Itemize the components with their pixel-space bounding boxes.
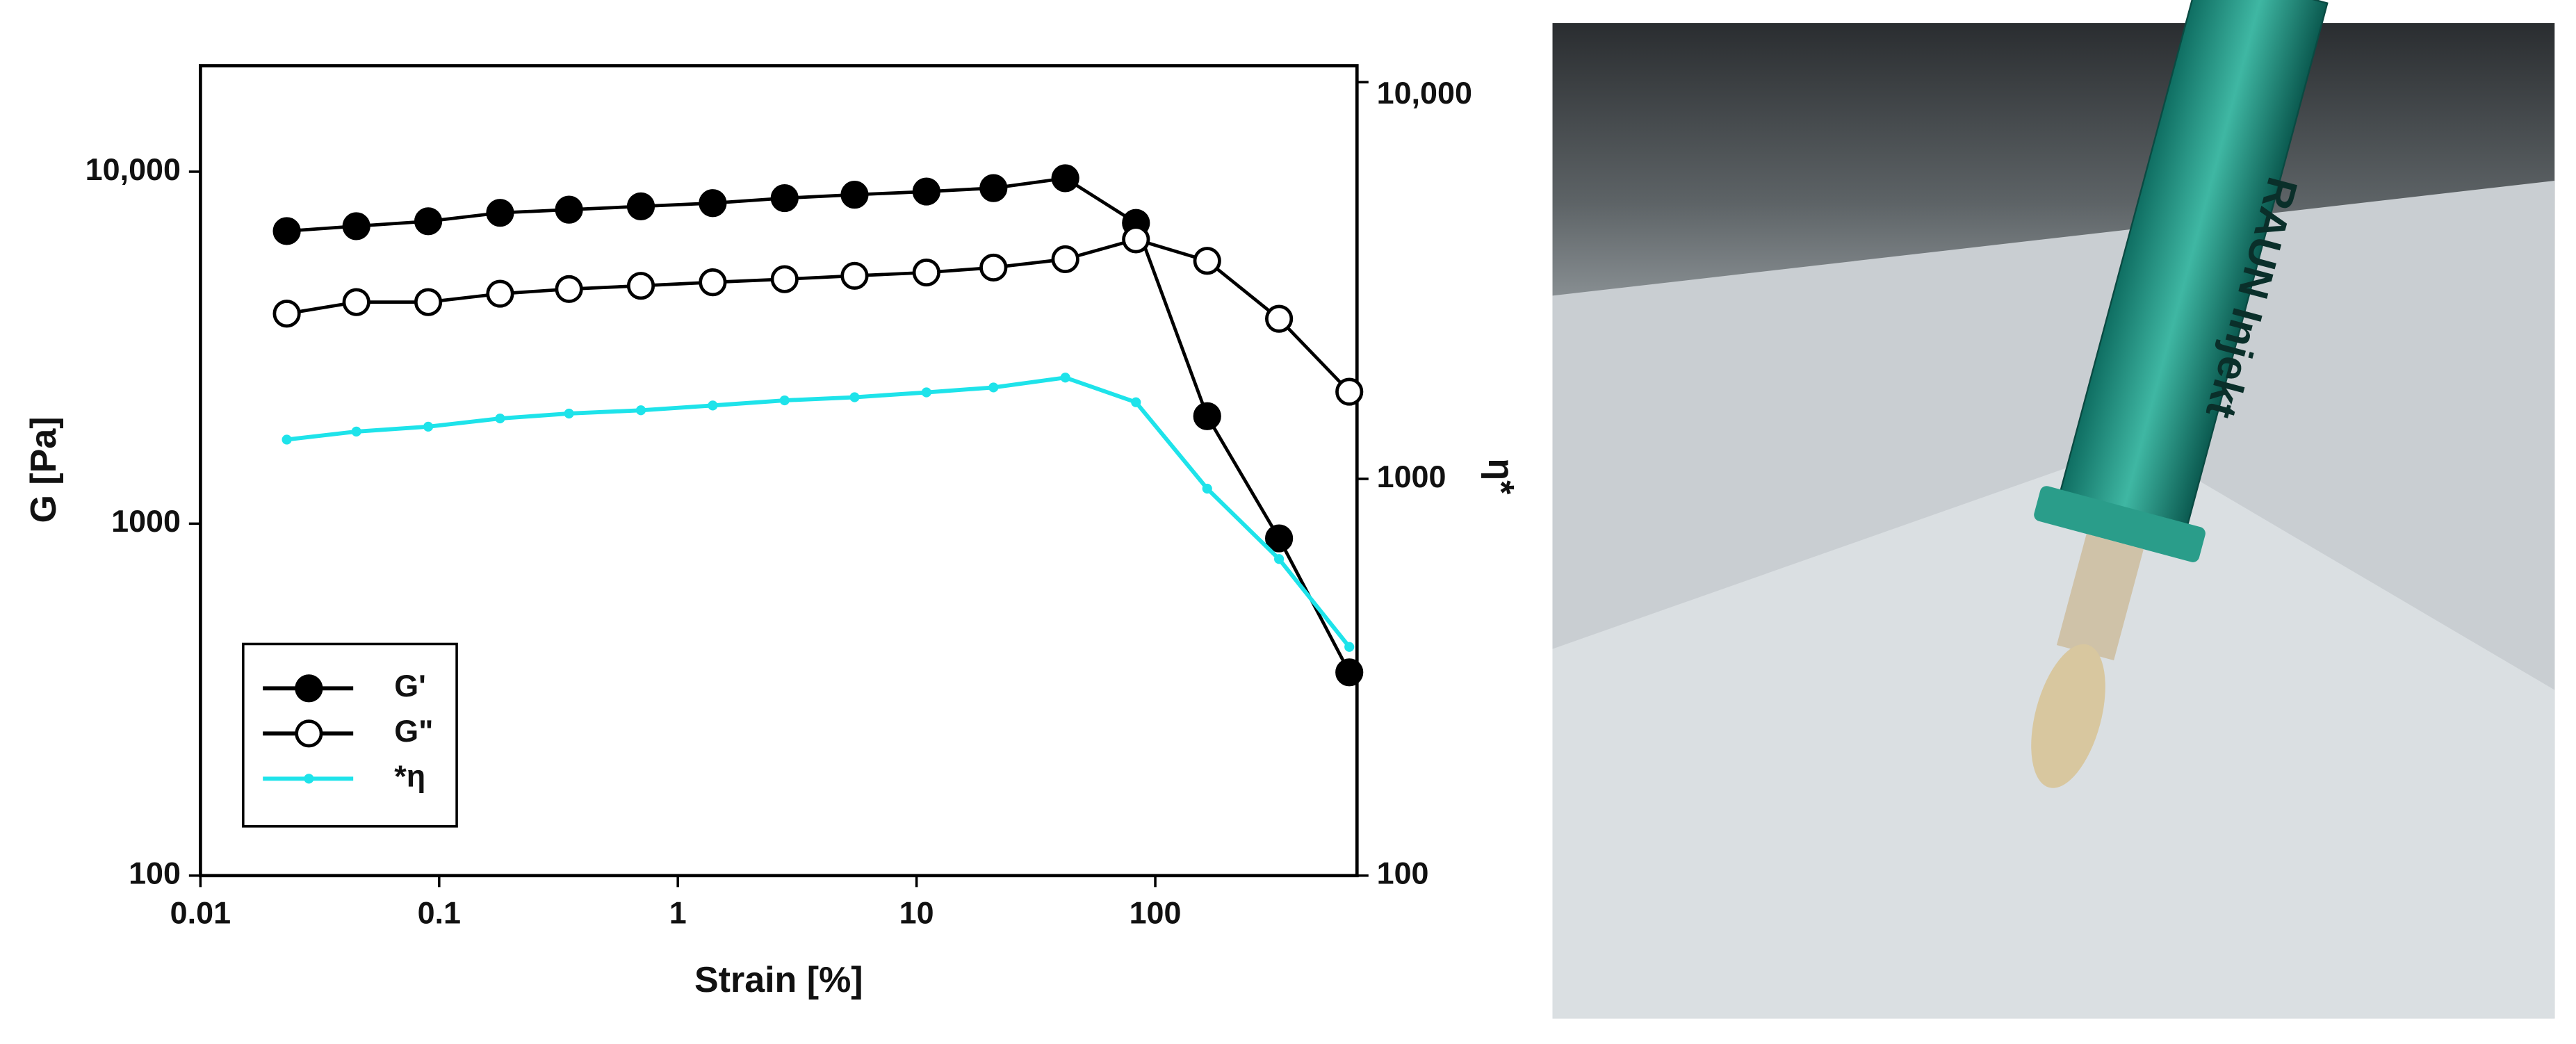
point xyxy=(272,217,301,245)
point xyxy=(708,400,718,411)
legend-label: *η xyxy=(394,758,425,794)
point xyxy=(979,253,1008,282)
point xyxy=(414,288,443,316)
point xyxy=(770,183,799,213)
point xyxy=(626,272,655,300)
point xyxy=(1202,483,1212,494)
x-tick-label: 10 xyxy=(899,895,934,930)
point xyxy=(921,387,931,398)
x-axis-title: Strain [%] xyxy=(694,960,863,1000)
point xyxy=(1265,304,1294,333)
point xyxy=(1274,554,1285,564)
y-tick-label: 100 xyxy=(129,856,181,891)
series-line xyxy=(286,375,1351,649)
photo: RAUN Injekt xyxy=(1552,0,2555,1019)
point xyxy=(282,434,292,445)
point xyxy=(1344,642,1355,652)
y2-axis-title: η* xyxy=(1481,458,1521,495)
y-tick-label: 10,000 xyxy=(85,152,181,187)
point xyxy=(555,195,583,224)
syringe-collar xyxy=(2034,486,2206,562)
point xyxy=(988,382,999,393)
point xyxy=(699,268,727,297)
point xyxy=(1051,164,1079,193)
x-tick-label: 1 xyxy=(669,895,687,930)
plot-frame xyxy=(199,64,1359,878)
legend-marker xyxy=(295,719,323,748)
y2-tick-label: 10,000 xyxy=(1377,75,1472,111)
point xyxy=(1051,245,1079,274)
point xyxy=(626,192,655,220)
point xyxy=(272,300,301,328)
point xyxy=(1060,373,1070,383)
x-tick-label: 0.1 xyxy=(418,895,461,930)
point xyxy=(979,174,1008,202)
point xyxy=(635,405,646,416)
point xyxy=(1335,377,1364,406)
legend-marker xyxy=(304,774,314,784)
point xyxy=(912,258,940,287)
series-line xyxy=(286,237,1351,393)
syringe: RAUN Injekt xyxy=(2031,0,2329,788)
series-line xyxy=(286,176,1351,674)
point xyxy=(1265,524,1294,553)
point xyxy=(779,395,790,406)
point xyxy=(414,207,443,236)
y2-tick-label: 100 xyxy=(1377,856,1429,891)
legend-label: G" xyxy=(394,713,433,749)
point xyxy=(840,261,869,290)
legend-marker xyxy=(295,674,323,703)
point xyxy=(555,275,583,303)
point xyxy=(351,426,361,437)
y-axis-title: G [Pa] xyxy=(24,416,64,523)
extruded-gel xyxy=(2031,644,2105,788)
y2-tick-label: 1000 xyxy=(1377,459,1446,494)
point xyxy=(1193,247,1221,275)
point xyxy=(1131,397,1141,407)
point xyxy=(849,392,860,402)
point xyxy=(840,181,869,209)
x-tick-label: 0.01 xyxy=(170,895,231,930)
y-tick-label: 1000 xyxy=(111,503,181,539)
point xyxy=(1193,402,1221,430)
point xyxy=(912,177,940,206)
point xyxy=(699,189,727,218)
point xyxy=(342,212,370,240)
point xyxy=(1122,225,1150,254)
x-tick-label: 100 xyxy=(1130,895,1182,930)
point xyxy=(770,265,799,293)
point xyxy=(423,421,434,432)
point xyxy=(564,408,574,419)
point xyxy=(1335,658,1364,687)
syringe-tip xyxy=(2056,534,2144,660)
point xyxy=(486,199,514,227)
point xyxy=(486,279,514,308)
point xyxy=(495,413,505,424)
point xyxy=(342,288,370,316)
legend-label: G' xyxy=(394,668,426,703)
